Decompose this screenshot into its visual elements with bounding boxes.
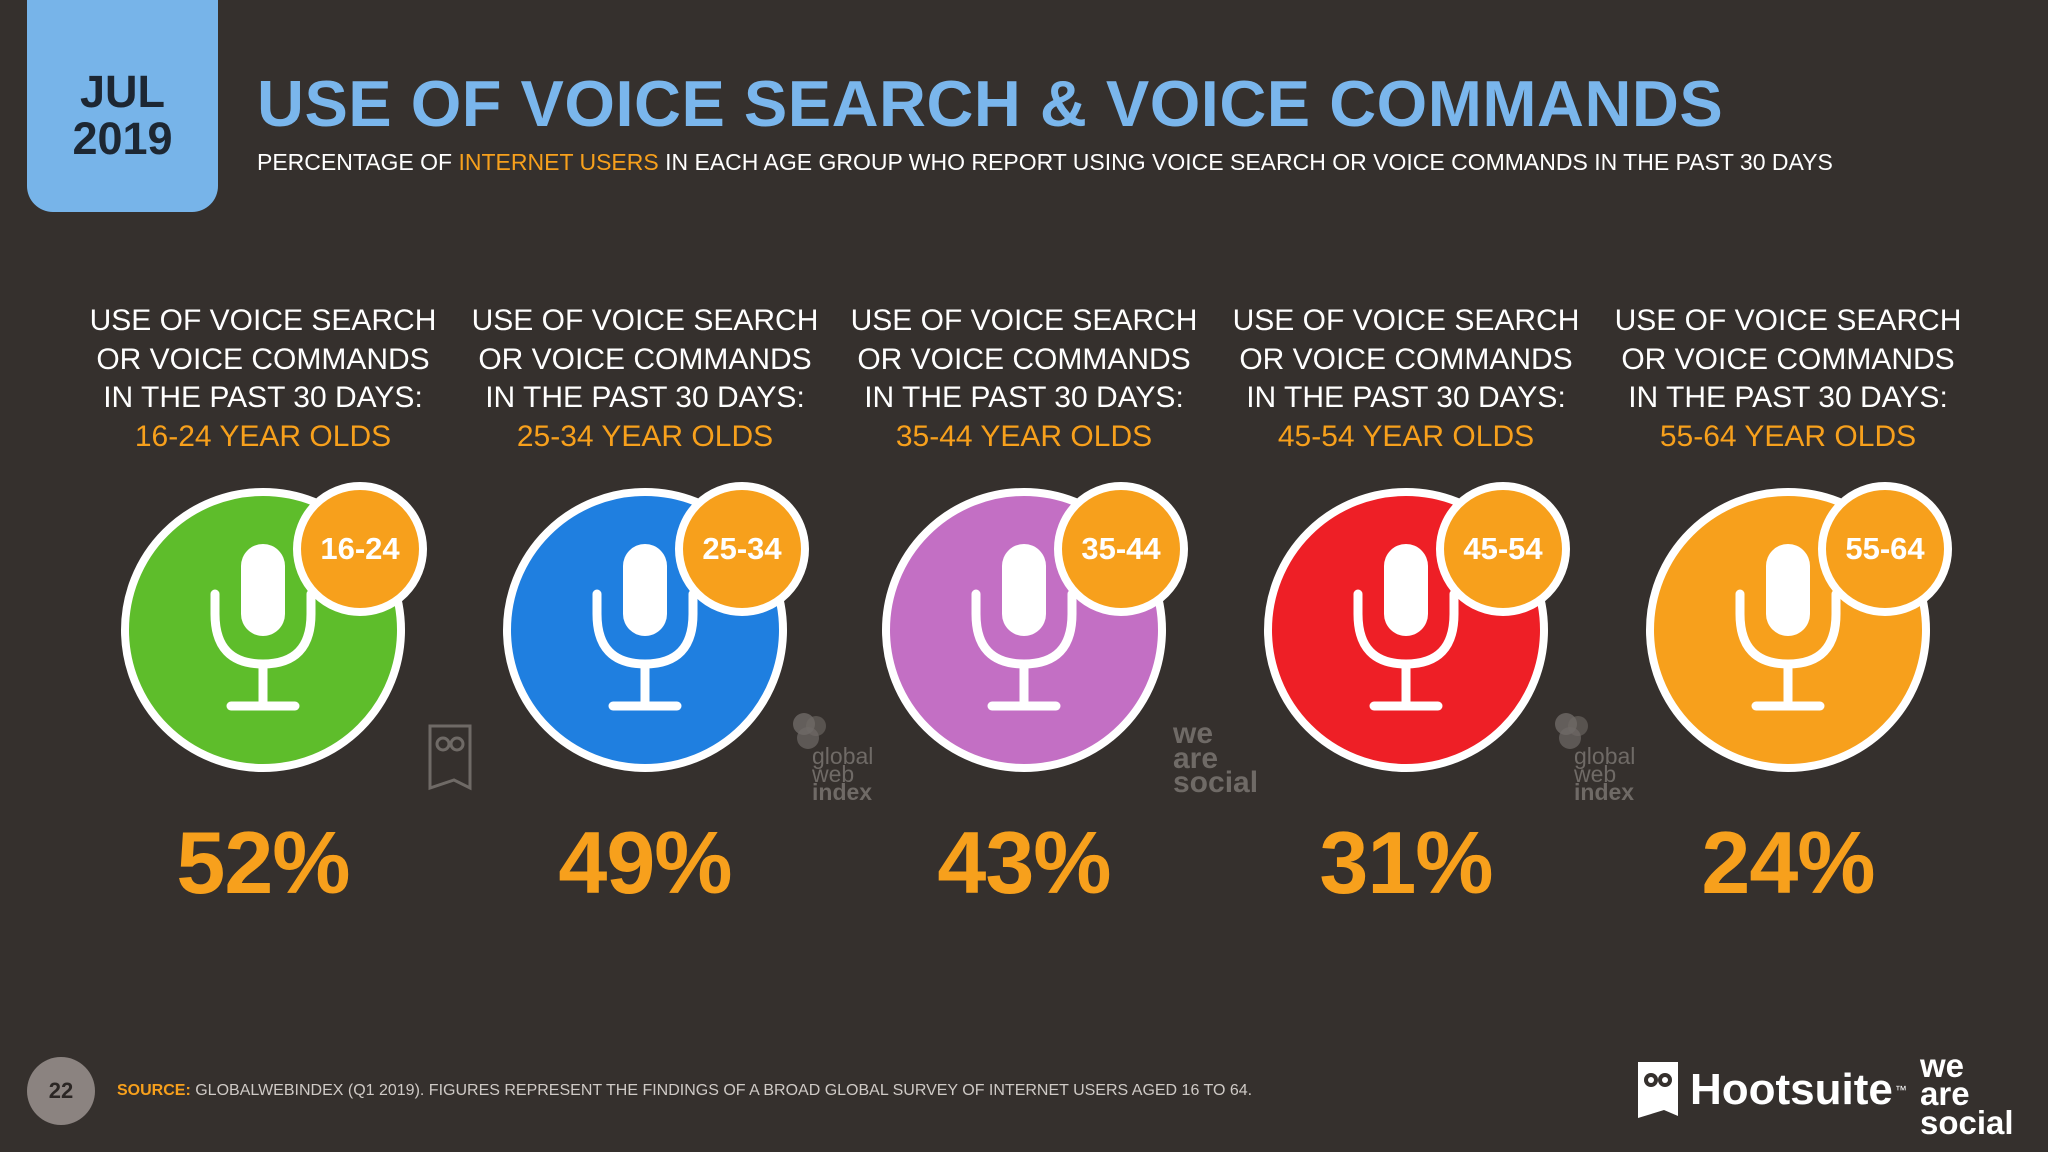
gwi-watermark-2: global web index	[1550, 708, 1636, 805]
gwi-word-2: web	[1574, 760, 1617, 787]
label-line: IN THE PAST 30 DAYS:	[1628, 381, 1948, 414]
gwi-word-2: web	[812, 760, 855, 787]
was-logo-word-3: social	[1920, 1103, 2014, 1141]
category-bubble	[1646, 488, 1930, 772]
date-badge: JUL 2019	[27, 0, 218, 212]
age-badge: 45-54	[1436, 482, 1570, 616]
microphone-icon	[210, 544, 316, 711]
microphone-icon	[1353, 544, 1459, 711]
label-line: OR VOICE COMMANDS	[1621, 342, 1955, 376]
hootsuite-logo: Hootsuite ™	[1636, 1058, 1907, 1122]
we-are-social-logo: we are social	[1920, 1047, 2030, 1141]
percentage-value: 31%	[1319, 813, 1493, 912]
age-badge: 55-64	[1818, 482, 1952, 616]
age-group-label: 45-54 YEAR OLDS	[1277, 419, 1535, 453]
source-label: SOURCE:	[117, 1082, 191, 1099]
date-year: 2019	[72, 113, 173, 164]
page-number: 22	[27, 1057, 95, 1125]
column-label: USE OF VOICE SEARCH OR VOICE COMMANDS IN T…	[1226, 302, 1586, 456]
gwi-watermark-1: global web index	[788, 708, 874, 805]
source-note: SOURCE: GLOBALWEBINDEX (Q1 2019). FIGURE…	[117, 1082, 1252, 1100]
was-word-3: social	[1173, 766, 1259, 800]
label-line: USE OF VOICE SEARCH	[89, 304, 437, 337]
label-line: IN THE PAST 30 DAYS:	[864, 381, 1184, 414]
gwi-word-1: global	[1574, 743, 1636, 769]
gwi-word-3: index	[1574, 778, 1635, 805]
label-line: IN THE PAST 30 DAYS:	[1246, 381, 1566, 414]
gwi-word-3: index	[812, 778, 873, 805]
hootsuite-wordmark: Hootsuite	[1690, 1065, 1893, 1114]
source-text: GLOBALWEBINDEX (Q1 2019). FIGURES REPRES…	[190, 1082, 1253, 1099]
age-group-label: 35-44 YEAR OLDS	[895, 419, 1153, 453]
age-badge: 35-44	[1054, 482, 1188, 616]
date-month: JUL	[79, 65, 165, 117]
subtitle-post: IN EACH AGE GROUP WHO REPORT USING VOICE…	[658, 149, 1833, 175]
column-label: USE OF VOICE SEARCH OR VOICE COMMANDS IN T…	[844, 302, 1204, 456]
label-line: OR VOICE COMMANDS	[96, 342, 430, 376]
age-group-label: 25-34 YEAR OLDS	[516, 419, 774, 453]
category-bubble	[121, 488, 405, 772]
we-are-social-watermark: we are social	[1173, 717, 1259, 800]
was-word-1: we	[1173, 717, 1214, 750]
label-line: USE OF VOICE SEARCH	[1232, 304, 1580, 337]
was-word-2: are	[1173, 741, 1219, 775]
microphone-icon	[1735, 544, 1841, 711]
gwi-logo-icon	[793, 713, 826, 749]
column-label: USE OF VOICE SEARCH OR VOICE COMMANDS IN T…	[1608, 302, 1968, 456]
percentage-value: 52%	[176, 813, 350, 912]
page-title: USE OF VOICE SEARCH & VOICE COMMANDS	[257, 67, 1724, 140]
page-subtitle: PERCENTAGE OF INTERNET USERS IN EACH AGE…	[257, 149, 1833, 176]
label-line: IN THE PAST 30 DAYS:	[485, 381, 805, 414]
label-line: USE OF VOICE SEARCH	[1614, 304, 1962, 337]
age-badge: 16-24	[293, 482, 427, 616]
gwi-word-1: global	[812, 743, 874, 769]
age-group-label: 16-24 YEAR OLDS	[134, 419, 392, 453]
was-logo-word-2: are	[1920, 1075, 1970, 1113]
microphone-icon	[592, 544, 698, 711]
label-line: OR VOICE COMMANDS	[478, 342, 812, 376]
owl-icon	[1638, 1062, 1678, 1118]
subtitle-highlight: INTERNET USERS	[458, 149, 659, 175]
gwi-logo-icon	[1555, 713, 1588, 749]
age-group-label: 55-64 YEAR OLDS	[1659, 419, 1917, 453]
trademark: ™	[1894, 1083, 1907, 1097]
age-badge: 25-34	[675, 482, 809, 616]
label-line: OR VOICE COMMANDS	[1239, 342, 1573, 376]
label-line: IN THE PAST 30 DAYS:	[103, 381, 423, 414]
column-label: USE OF VOICE SEARCH OR VOICE COMMANDS IN T…	[83, 302, 443, 456]
percentage-value: 43%	[937, 813, 1111, 912]
percentage-value: 24%	[1701, 813, 1875, 912]
percentage-value: 49%	[558, 813, 732, 912]
column-label: USE OF VOICE SEARCH OR VOICE COMMANDS IN T…	[465, 302, 825, 456]
subtitle-pre: PERCENTAGE OF	[257, 149, 459, 175]
hootsuite-owl-watermark	[428, 724, 472, 791]
label-line: USE OF VOICE SEARCH	[850, 304, 1198, 337]
microphone-icon	[971, 544, 1077, 711]
label-line: OR VOICE COMMANDS	[857, 342, 1191, 376]
was-logo-word-1: we	[1920, 1047, 1965, 1084]
label-line: USE OF VOICE SEARCH	[471, 304, 819, 337]
